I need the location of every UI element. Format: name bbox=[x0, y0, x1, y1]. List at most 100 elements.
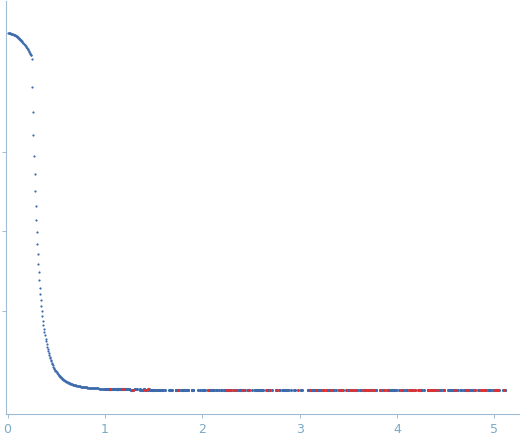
Point bbox=[158, 386, 166, 393]
Point bbox=[80, 384, 88, 391]
Point bbox=[264, 386, 272, 393]
Point bbox=[487, 386, 495, 393]
Point bbox=[392, 386, 400, 393]
Point bbox=[115, 386, 123, 393]
Point bbox=[493, 386, 502, 393]
Point bbox=[13, 33, 21, 40]
Point bbox=[93, 385, 101, 392]
Point bbox=[360, 386, 368, 393]
Point bbox=[241, 386, 249, 393]
Point bbox=[279, 386, 288, 393]
Point bbox=[239, 386, 247, 393]
Point bbox=[51, 366, 59, 373]
Point bbox=[74, 383, 83, 390]
Point bbox=[46, 353, 54, 360]
Point bbox=[281, 386, 289, 393]
Point bbox=[82, 384, 90, 391]
Point bbox=[140, 386, 148, 393]
Point bbox=[146, 386, 154, 393]
Point bbox=[34, 260, 42, 267]
Point bbox=[356, 386, 365, 393]
Point bbox=[414, 386, 423, 393]
Point bbox=[10, 31, 18, 38]
Point bbox=[424, 386, 432, 393]
Point bbox=[151, 386, 160, 393]
Point bbox=[116, 386, 124, 393]
Point bbox=[500, 386, 508, 393]
Point bbox=[235, 386, 243, 393]
Point bbox=[175, 386, 183, 393]
Point bbox=[375, 386, 384, 393]
Point bbox=[343, 386, 352, 393]
Point bbox=[462, 386, 471, 393]
Point bbox=[357, 386, 366, 393]
Point bbox=[97, 385, 105, 392]
Point bbox=[194, 386, 202, 393]
Point bbox=[414, 386, 423, 393]
Point bbox=[32, 216, 40, 223]
Point bbox=[224, 386, 232, 393]
Point bbox=[462, 386, 471, 393]
Point bbox=[116, 386, 124, 393]
Point bbox=[174, 386, 182, 393]
Point bbox=[75, 383, 84, 390]
Point bbox=[245, 386, 253, 393]
Point bbox=[60, 377, 68, 384]
Point bbox=[95, 385, 103, 392]
Point bbox=[245, 386, 253, 393]
Point bbox=[180, 386, 189, 393]
Point bbox=[97, 385, 106, 392]
Point bbox=[368, 386, 376, 393]
Point bbox=[448, 386, 456, 393]
Point bbox=[236, 386, 244, 393]
Point bbox=[85, 384, 94, 391]
Point bbox=[32, 229, 41, 236]
Point bbox=[467, 386, 476, 393]
Point bbox=[257, 386, 265, 393]
Point bbox=[287, 386, 295, 393]
Point bbox=[370, 386, 379, 393]
Point bbox=[463, 386, 472, 393]
Point bbox=[206, 386, 214, 393]
Point bbox=[476, 386, 485, 393]
Point bbox=[308, 386, 317, 393]
Point bbox=[291, 386, 300, 393]
Point bbox=[44, 345, 52, 352]
Point bbox=[490, 386, 499, 393]
Point bbox=[463, 386, 472, 393]
Point bbox=[128, 386, 137, 393]
Point bbox=[69, 381, 77, 388]
Point bbox=[424, 386, 432, 393]
Point bbox=[356, 386, 365, 393]
Point bbox=[75, 383, 83, 390]
Point bbox=[15, 35, 23, 42]
Point bbox=[491, 386, 500, 393]
Point bbox=[312, 386, 320, 393]
Point bbox=[55, 371, 63, 378]
Point bbox=[7, 30, 15, 37]
Point bbox=[90, 385, 99, 392]
Point bbox=[239, 386, 247, 393]
Point bbox=[415, 386, 423, 393]
Point bbox=[103, 385, 111, 392]
Point bbox=[481, 386, 489, 393]
Point bbox=[217, 386, 226, 393]
Point bbox=[106, 385, 114, 392]
Point bbox=[358, 386, 367, 393]
Point bbox=[337, 386, 346, 393]
Point bbox=[112, 385, 121, 392]
Point bbox=[359, 386, 368, 393]
Point bbox=[469, 386, 477, 393]
Point bbox=[490, 386, 498, 393]
Point bbox=[304, 386, 313, 393]
Point bbox=[380, 386, 388, 393]
Point bbox=[136, 386, 145, 393]
Point bbox=[7, 30, 16, 37]
Point bbox=[332, 386, 340, 393]
Point bbox=[364, 386, 372, 393]
Point bbox=[81, 384, 89, 391]
Point bbox=[329, 386, 337, 393]
Point bbox=[79, 383, 87, 390]
Point bbox=[429, 386, 437, 393]
Point bbox=[279, 386, 287, 393]
